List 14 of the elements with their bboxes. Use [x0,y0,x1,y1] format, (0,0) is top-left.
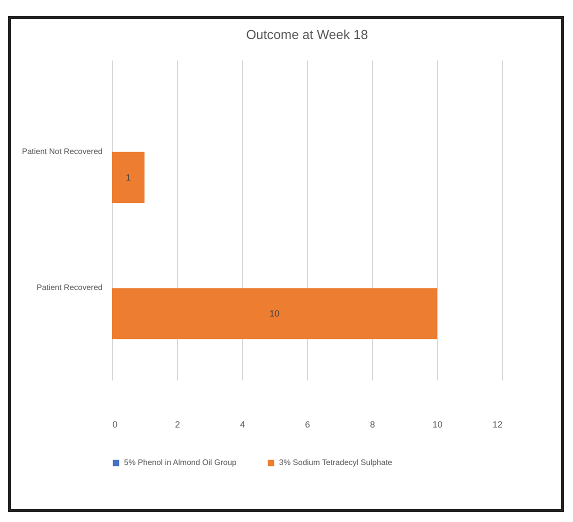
x-tick-label: 6 [304,420,310,430]
x-tick-label: 2 [174,420,180,430]
data-label: 10 [269,308,280,319]
data-label: 1 [126,172,131,182]
x-tick-label: 12 [492,420,502,430]
legend-label: 5% Phenol in Almond Oil Group [124,458,238,467]
chart-title: Outcome at Week 18 [246,27,368,42]
x-tick-label: 4 [240,420,246,430]
x-tick-label: 0 [112,420,118,430]
y-tick-label: Patient Recovered [36,283,102,292]
x-tick-label: 8 [370,420,376,430]
y-tick-label: Patient Not Recovered [22,146,102,156]
legend-label: 3% Sodium Tetradecyl Sulphate [279,458,393,467]
x-tick-label: 10 [432,420,443,430]
